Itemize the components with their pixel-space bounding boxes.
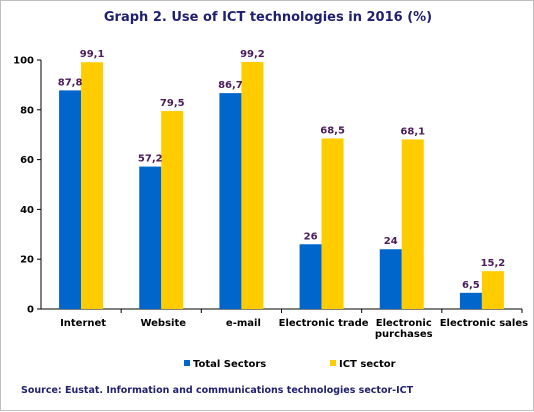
legend-swatch xyxy=(184,360,190,366)
data-label: 26 xyxy=(304,231,318,242)
x-tick-label: Electronic sales xyxy=(440,318,528,329)
data-label: 79,5 xyxy=(160,98,185,109)
bar-ict-sector xyxy=(321,138,344,309)
data-labels: 87,8 99,1 57,2 79,5 86,7 99,2 26 68,5 24 68,1 6,51… xyxy=(58,49,506,291)
bar-total-sectors xyxy=(59,90,82,310)
bar-total-sectors xyxy=(459,292,482,309)
data-label: 87,8 xyxy=(58,77,83,88)
x-tick-label: Electronic trade xyxy=(279,318,369,329)
x-tick-label: Internet xyxy=(60,318,106,329)
chart-title: Graph 2. Use of ICT technologies in 2016… xyxy=(104,10,432,25)
data-label: 99,2 xyxy=(240,49,265,60)
y-tick-label: 40 xyxy=(20,205,34,216)
x-tick-label-line: Electronic xyxy=(376,318,432,329)
bar-total-sectors xyxy=(299,244,322,309)
bars xyxy=(59,61,504,310)
x-tick-label: Website xyxy=(140,318,186,329)
data-label: 68,1 xyxy=(400,126,425,137)
data-label: 6,5 xyxy=(462,280,480,291)
bar-ict-sector xyxy=(401,139,424,309)
y-tick-label: 80 xyxy=(20,105,34,116)
data-label: 86,7 xyxy=(218,80,243,91)
data-label: 24 xyxy=(384,236,398,247)
x-tick-label-line: Website xyxy=(140,318,186,329)
data-label: 57,2 xyxy=(138,154,163,165)
legend-label: ICT sector xyxy=(339,359,396,370)
legend-swatch xyxy=(330,360,336,366)
bar-ict-sector xyxy=(481,271,504,309)
x-tick-label-line: Electronic sales xyxy=(440,318,528,329)
data-label: 15,2 xyxy=(481,258,506,269)
x-tick-label-line: purchases xyxy=(375,329,433,340)
data-label: 68,5 xyxy=(320,125,345,136)
y-tick-label: 60 xyxy=(20,155,34,166)
source-note: Source: Eustat. Information and communic… xyxy=(21,385,414,396)
data-label: 99,1 xyxy=(80,49,105,60)
bar-total-sectors xyxy=(219,93,242,309)
bar-total-sectors xyxy=(139,166,162,309)
x-tick-label: e-mail xyxy=(226,318,261,329)
x-tick-label-line: e-mail xyxy=(226,318,261,329)
legend-label: Total Sectors xyxy=(193,359,266,370)
y-tick-label: 0 xyxy=(27,305,34,316)
y-tick-label: 20 xyxy=(20,255,34,266)
axes: 0 20 40 60 80 100 Internet Website e-mail Electro… xyxy=(13,56,528,341)
x-tick-label: Electronic purchases xyxy=(375,318,433,340)
bar-ict-sector xyxy=(241,61,264,309)
bar-total-sectors xyxy=(379,249,402,309)
x-tick-label-line: Electronic trade xyxy=(279,318,369,329)
bar-ict-sector xyxy=(161,111,184,309)
legend: Total Sectors ICT sector xyxy=(184,359,396,370)
bar-ict-sector xyxy=(81,62,104,310)
x-tick-label-line: Internet xyxy=(60,318,106,329)
y-tick-label: 100 xyxy=(13,56,34,67)
